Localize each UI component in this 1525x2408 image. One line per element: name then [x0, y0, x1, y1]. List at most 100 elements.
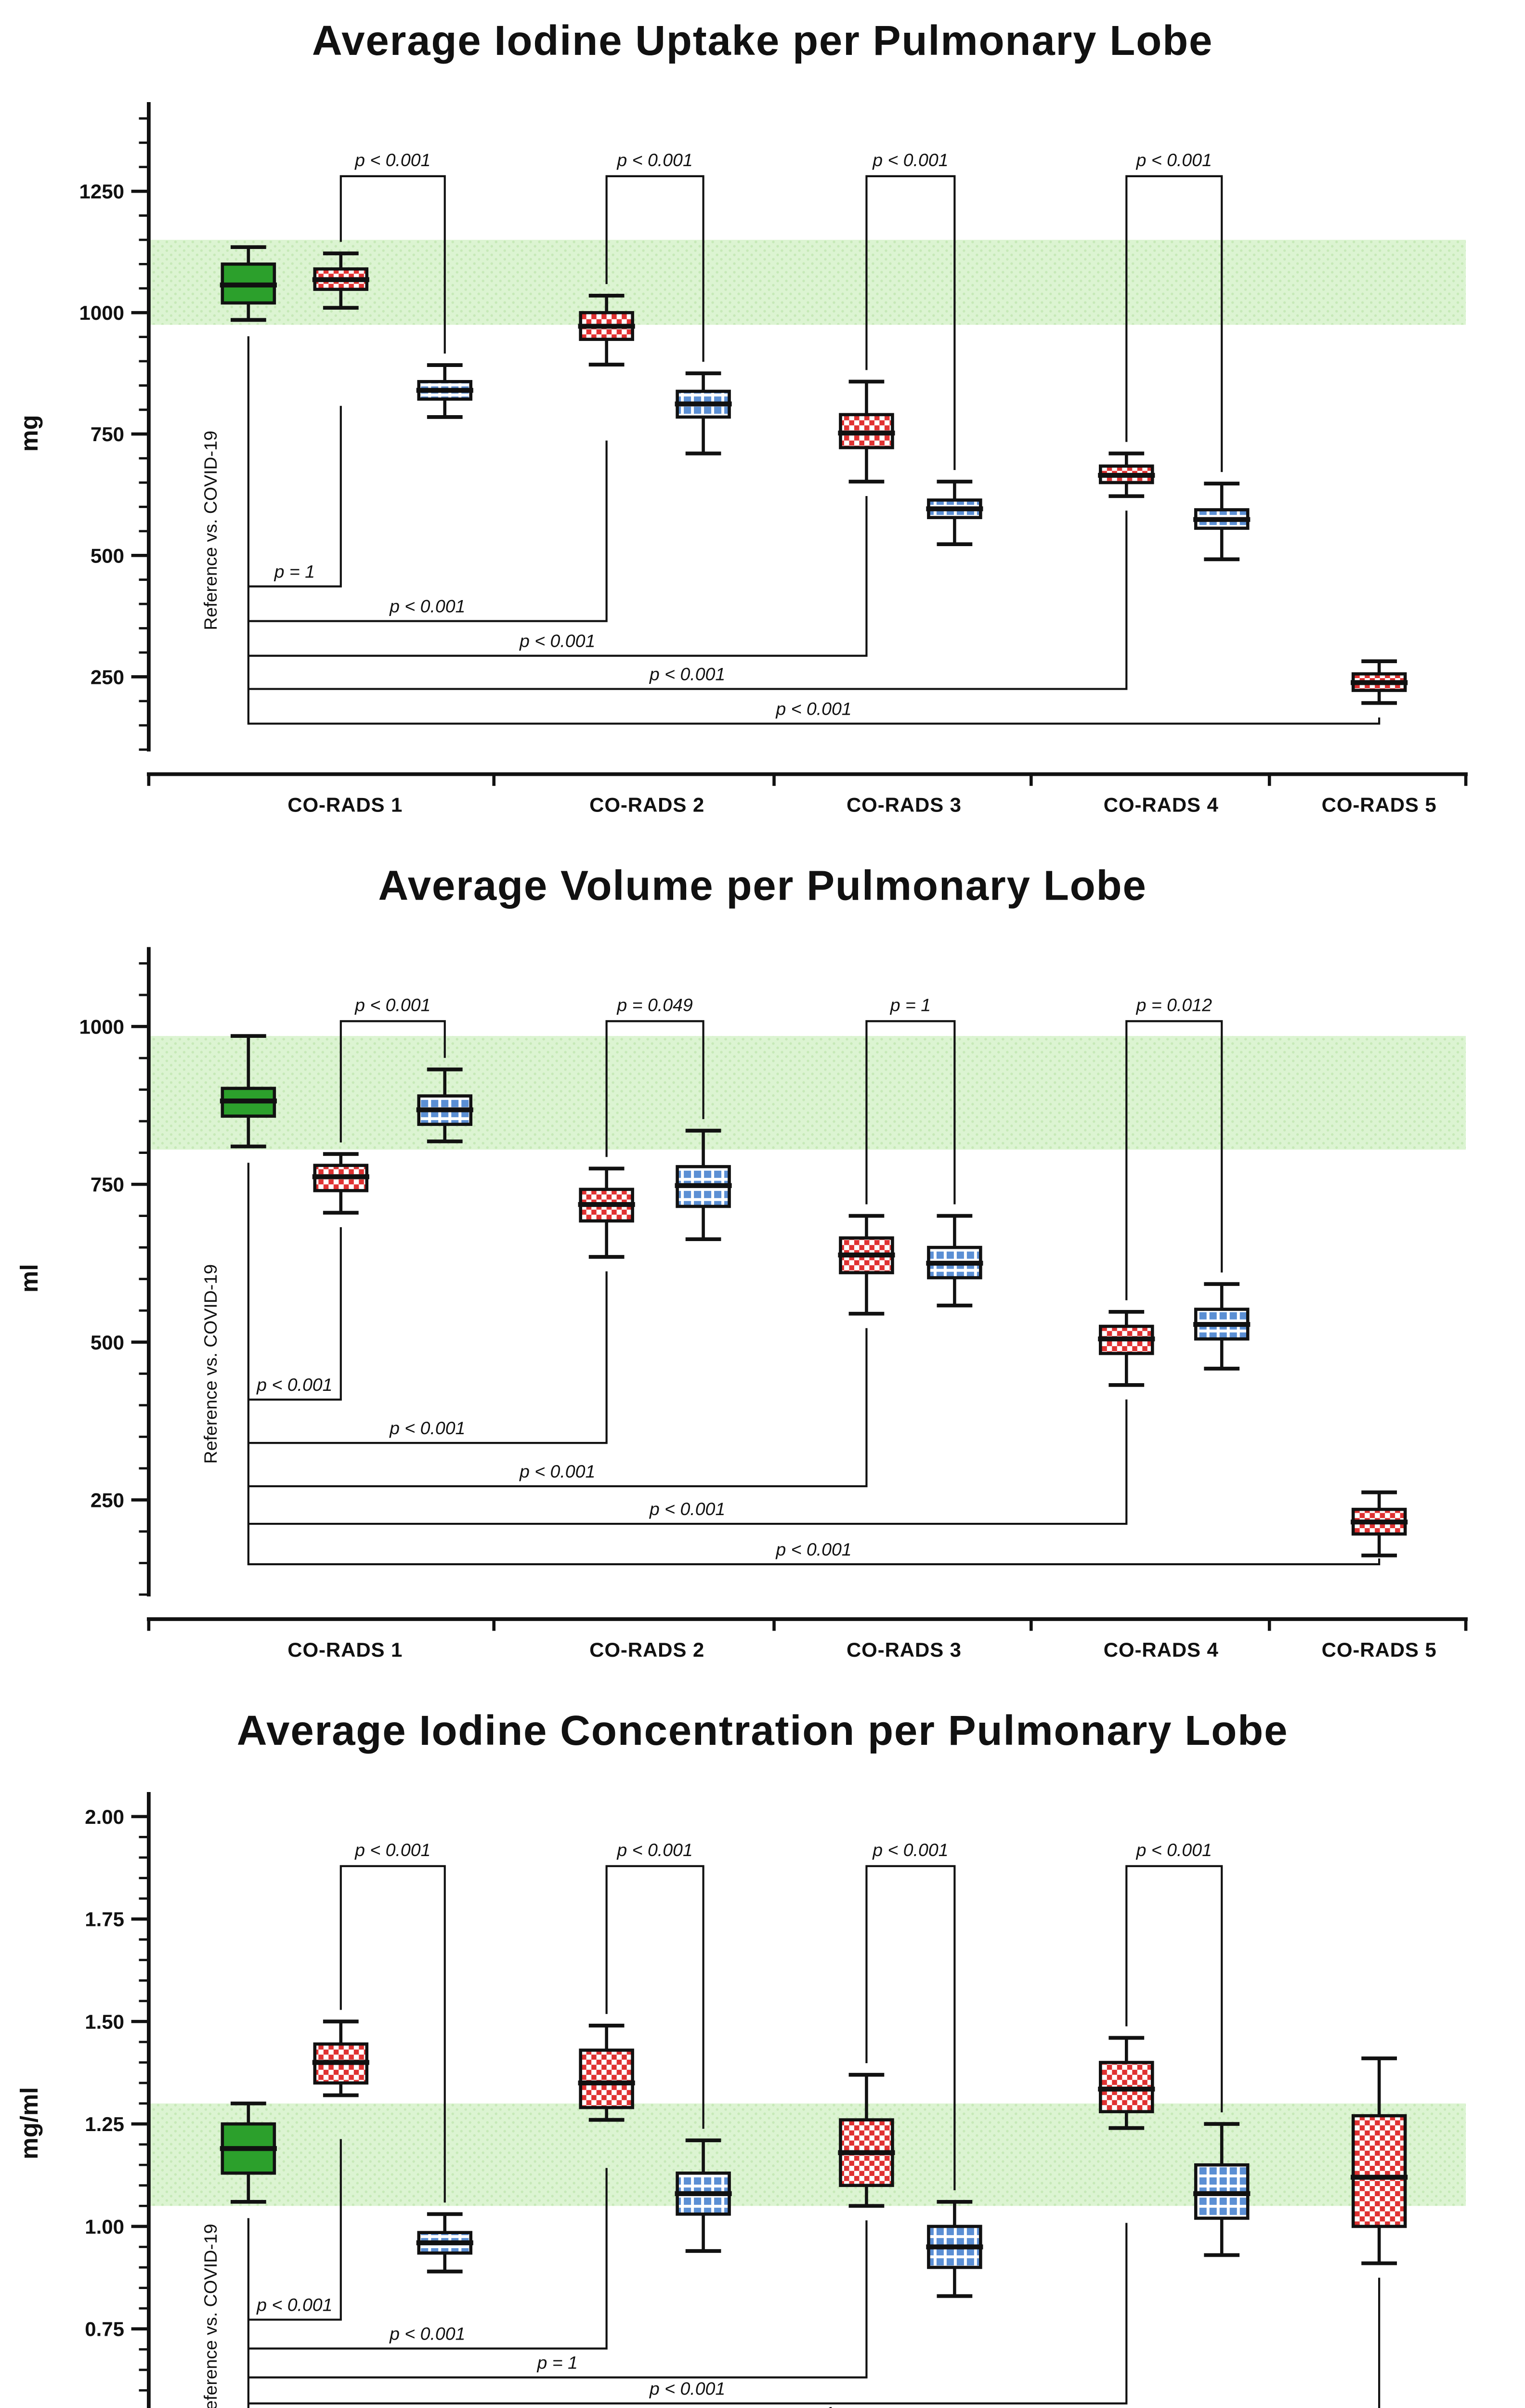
p-value-label: p < 0.001	[649, 664, 725, 684]
y-tick-label: 1000	[79, 1015, 124, 1038]
x-category-label: CO-RADS 2	[589, 1638, 704, 1661]
p-value-label: p < 0.001	[649, 2379, 725, 2399]
p-value-label: p < 0.001	[519, 631, 595, 651]
p-value-label: p < 0.001	[354, 995, 430, 1015]
box-covid-19-co-rads-2	[578, 2024, 635, 2122]
box-covid-19-co-rads-1	[312, 251, 369, 310]
x-axis: CO-RADS 1 CO-RADS 2 CO-RADS 3 CO-RADS 4 CO-R…	[147, 772, 1468, 816]
box-pneumonitis-co-rads-1	[416, 2212, 473, 2274]
box-pneumonitis-co-rads-4	[1193, 1282, 1251, 1371]
p-value-label: p = 1	[274, 562, 315, 582]
y-tick-label: 1.25	[85, 2113, 124, 2135]
reference-band	[148, 1036, 1466, 1150]
box-covid-19-co-rads-2	[578, 294, 635, 366]
x-category-label: CO-RADS 3	[847, 793, 962, 816]
significance-brackets-top: p < 0.001 p < 0.001 p < 0.001 p < 0.001	[339, 150, 1223, 472]
y-tick-label: 750	[91, 423, 124, 445]
y-tick-label: 1.50	[85, 2010, 124, 2033]
reference-brackets: p < 0.001 p < 0.001 p = 1 p < 0.001 p = 1 Ref…	[200, 2139, 1381, 2408]
x-category-label: CO-RADS 1	[287, 793, 403, 816]
p-value-label: p < 0.001	[354, 150, 430, 170]
p-value-label: p < 0.001	[389, 596, 465, 616]
y-tick-label: 250	[91, 666, 124, 688]
y-axis: 250 500 750 1000	[79, 947, 151, 1597]
box-pneumonitis-co-rads-2	[675, 2138, 732, 2253]
p-value-label: p < 0.001	[256, 2295, 332, 2315]
reference-vs-covid-label: Reference vs. COVID-19	[200, 431, 221, 630]
box-covid-19-co-rads-1	[312, 1152, 369, 1215]
chart-title: Average Iodine Uptake per Pulmonary Lobe	[312, 17, 1213, 64]
box-pneumonitis-co-rads-4	[1193, 2122, 1251, 2257]
box-pneumonitis-co-rads-2	[675, 371, 732, 456]
reference-brackets: p < 0.001 p < 0.001 p < 0.001 p < 0.001 p < …	[200, 1163, 1381, 1566]
box-covid-19-co-rads-4	[1098, 1309, 1155, 1387]
reference-vs-covid-label: Reference vs. COVID-19	[200, 2224, 221, 2408]
p-value-label: p < 0.001	[389, 1418, 465, 1438]
p-value-label: p = 1	[890, 995, 931, 1015]
chart-iodine-concentration: Average Iodine Concentration per Pulmona…	[15, 1707, 1466, 2408]
chart-title: Average Iodine Concentration per Pulmona…	[237, 1707, 1288, 1754]
chart-title: Average Volume per Pulmonary Lobe	[378, 862, 1147, 909]
p-value-label: p < 0.001	[389, 2324, 465, 2344]
reference-brackets: p = 1 p < 0.001 p < 0.001 p < 0.001 p < 0.00…	[200, 336, 1381, 725]
p-value-label: p < 0.001	[616, 1840, 692, 1860]
box-pneumonitis-co-rads-3	[926, 2199, 983, 2298]
y-tick-label: 250	[91, 1489, 124, 1511]
p-value-label: p < 0.001	[256, 1374, 332, 1395]
x-category-label: CO-RADS 1	[287, 1638, 403, 1661]
box-pneumonitis-co-rads-2	[675, 1128, 732, 1242]
p-value-label: p < 0.001	[1136, 1840, 1212, 1860]
y-tick-label: 0.75	[85, 2318, 124, 2341]
significance-brackets-top: p < 0.001 p = 0.049 p = 1 p = 0.012	[339, 995, 1223, 1300]
y-tick-label: 500	[91, 1331, 124, 1354]
x-axis: CO-RADS 1 CO-RADS 2 CO-RADS 3 CO-RADS 4 CO-R…	[147, 1617, 1468, 1661]
box-pneumonitis-co-rads-4	[1193, 482, 1251, 562]
y-axis-label: ml	[15, 1264, 43, 1292]
chart-volume: Average Volume per Pulmonary Lobe ml 250…	[15, 862, 1468, 1661]
y-axis: 250 500 750 1000 1250	[79, 102, 151, 752]
p-value-label: p < 0.001	[649, 1499, 725, 1519]
y-tick-label: 750	[91, 1173, 124, 1196]
x-category-label: CO-RADS 3	[847, 1638, 962, 1661]
box-covid-19-co-rads-5	[1351, 2056, 1408, 2265]
box-covid-19-co-rads-3	[838, 380, 895, 484]
p-value-label: p = 0.012	[1136, 995, 1212, 1015]
box-covid-19-co-rads-2	[578, 1166, 635, 1259]
x-category-label: CO-RADS 5	[1322, 793, 1437, 816]
p-value-label: p < 0.001	[775, 1539, 851, 1559]
significance-brackets-top: p < 0.001 p < 0.001 p < 0.001 p < 0.001	[339, 1840, 1223, 2203]
box-pneumonitis-co-rads-3	[926, 480, 983, 546]
p-value-label: p = 1	[793, 2403, 834, 2408]
box-covid-19-co-rads-4	[1098, 451, 1155, 498]
p-value-label: p < 0.001	[775, 699, 851, 719]
p-value-label: p < 0.001	[616, 150, 692, 170]
p-value-label: p < 0.001	[354, 1840, 430, 1860]
p-value-label: p = 0.049	[616, 995, 692, 1015]
reference-vs-covid-label: Reference vs. COVID-19	[200, 1264, 221, 1464]
p-value-label: p < 0.001	[872, 150, 948, 170]
y-tick-label: 1250	[79, 180, 124, 203]
box-pneumonitis-co-rads-1	[416, 363, 473, 419]
box-pneumonitis-co-rads-3	[926, 1214, 983, 1308]
p-value-label: p < 0.001	[1136, 150, 1212, 170]
y-axis-label: mg/ml	[15, 2087, 43, 2159]
x-category-label: CO-RADS 2	[589, 793, 704, 816]
x-category-label: CO-RADS 4	[1104, 1638, 1219, 1661]
y-tick-label: 1.00	[85, 2215, 124, 2238]
y-tick-label: 2.00	[85, 1806, 124, 1828]
y-tick-label: 1000	[79, 301, 124, 324]
box-pneumonitis-co-rads-1	[416, 1067, 473, 1143]
box-reference	[220, 245, 277, 322]
p-value-label: p < 0.001	[872, 1840, 948, 1860]
y-axis-label: mg	[15, 415, 43, 452]
y-tick-label: 1.75	[85, 1908, 124, 1931]
box-reference	[220, 1034, 277, 1149]
box-covid-19-co-rads-3	[838, 2073, 895, 2208]
box-covid-19-co-rads-1	[312, 2019, 369, 2097]
chart-iodine-uptake: Average Iodine Uptake per Pulmonary Lobe…	[15, 17, 1468, 816]
box-covid-19-co-rads-5	[1351, 1490, 1408, 1557]
box-covid-19-co-rads-5	[1351, 659, 1408, 705]
box-covid-19-co-rads-3	[838, 1214, 895, 1316]
y-tick-label: 500	[91, 544, 124, 567]
